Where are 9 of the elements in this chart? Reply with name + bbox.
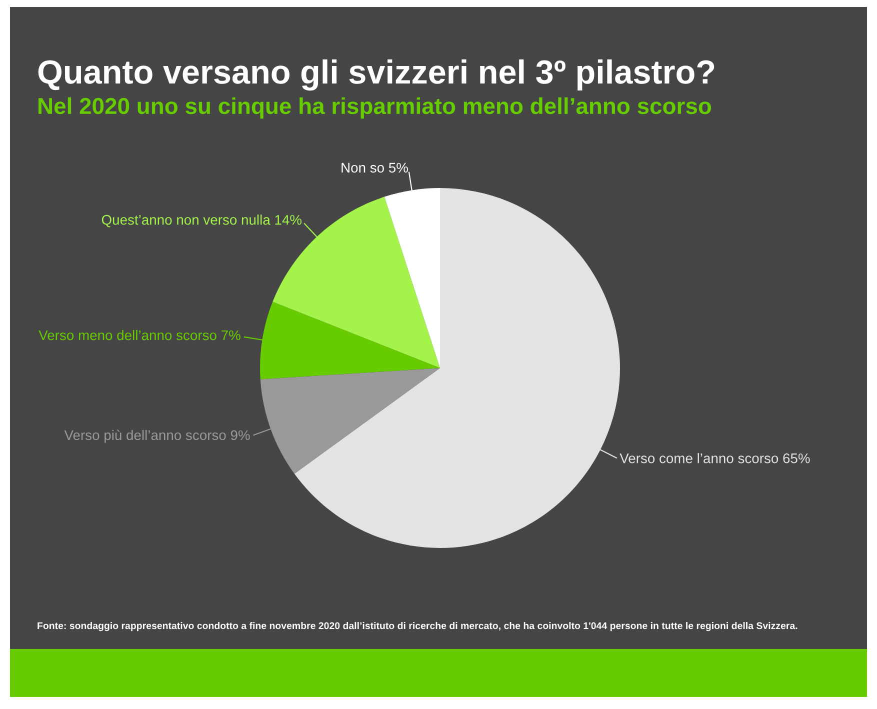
slice-label: Verso meno dell’anno scorso 7% — [38, 330, 240, 340]
slice-label: Verso più dell’anno scorso 9% — [64, 430, 250, 443]
chart-title: Quanto versano gli svizzeri nel 3º pilastro? — [38, 59, 714, 91]
pie-slice — [272, 196, 440, 368]
slice-label: Non so 5% — [342, 162, 408, 173]
slice-label: Verso come l’anno scorso 65% — [620, 453, 810, 464]
slice-label: Quest’anno non verso nulla 14% — [102, 214, 302, 228]
chart-subtitle: Nel 2020 uno su cinque ha risparmiato meno dell’anno scorso — [38, 97, 712, 119]
source-note: Fonte: sondaggio rappresentativo condotto a fine novembre 2020 dall’istituto di ricerche di mercato, che ha coinvolto 1'044 persone in tutte le regioni della Svizzera. — [38, 622, 798, 632]
